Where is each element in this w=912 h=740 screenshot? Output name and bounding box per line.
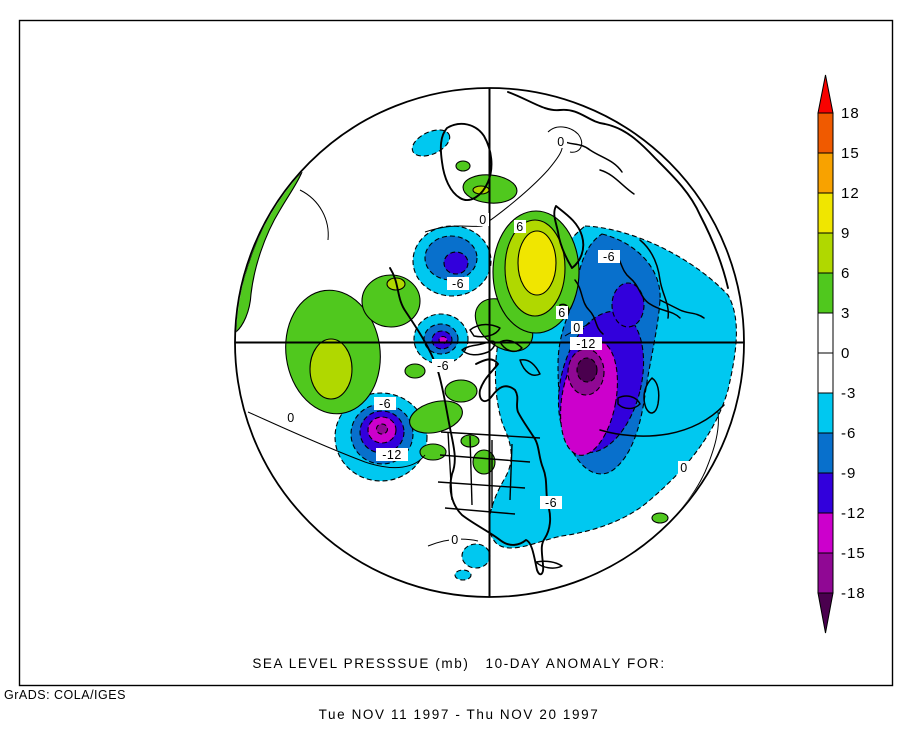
- colorbar-segment: [817, 312, 834, 354]
- svg-text:-12: -12: [576, 337, 596, 351]
- plot-title-line1: SEA LEVEL PRESSSUE (mb) 10-DAY ANOMALY F…: [252, 656, 666, 671]
- colorbar-tick: 9: [841, 225, 850, 242]
- colorbar-tick: 3: [841, 305, 850, 322]
- colorbar-segment: [817, 272, 834, 314]
- negative-anomaly-pole: [413, 313, 469, 365]
- colorbar-segment: [817, 472, 834, 514]
- svg-text:-6: -6: [379, 397, 391, 411]
- contour-label: -6: [598, 250, 620, 264]
- colorbar-segment: [817, 232, 834, 274]
- contour-label: 0: [477, 213, 489, 227]
- colorbar-tick: -3: [841, 385, 856, 402]
- colorbar: 18 15 12 9 6 3 0 -3 -6 -9 -12 -15 -18: [817, 74, 866, 634]
- svg-text:0: 0: [287, 411, 294, 425]
- colorbar-tick: -18: [841, 585, 866, 602]
- contour-labels: -6 -6 -6 -12 -6 -6 -12 6: [285, 135, 690, 547]
- colorbar-segment: [817, 432, 834, 474]
- colorbar-tick: -6: [841, 425, 856, 442]
- colorbar-tick: 6: [841, 265, 850, 282]
- svg-text:-6: -6: [545, 496, 557, 510]
- contour-label: 0: [285, 411, 297, 425]
- colorbar-tick: -12: [841, 505, 866, 522]
- colorbar-tick: 18: [841, 105, 860, 122]
- colorbar-segment: [817, 152, 834, 194]
- coastlines: [389, 91, 729, 576]
- map-rim-circle: [234, 87, 745, 598]
- polar-map: -6 -6 -6 -12 -6 -6 -12 6: [234, 87, 745, 598]
- colorbar-segment: [817, 192, 834, 234]
- colorbar-segment: [817, 392, 834, 434]
- colorbar-segment: [817, 512, 834, 554]
- positive-anomaly-pacific: [285, 274, 421, 415]
- grads-credit: GrADS: COLA/IGES: [4, 688, 126, 702]
- svg-text:0: 0: [573, 321, 580, 335]
- svg-text:-6: -6: [452, 277, 464, 291]
- svg-text:0: 0: [557, 135, 564, 149]
- contour-label: -12: [376, 448, 408, 462]
- contour-label: -6: [374, 397, 396, 411]
- colorbar-tick: -15: [841, 545, 866, 562]
- colorbar-arrow-down: [817, 592, 834, 634]
- svg-text:0: 0: [680, 461, 687, 475]
- contour-label: 0: [571, 321, 583, 335]
- svg-text:6: 6: [516, 220, 523, 234]
- contour-label: -12: [570, 337, 602, 351]
- svg-text:0: 0: [451, 533, 458, 547]
- contour-label: -6: [432, 359, 454, 373]
- svg-text:6: 6: [558, 306, 565, 320]
- colorbar-segment: [817, 552, 834, 594]
- svg-text:-6: -6: [437, 359, 449, 373]
- colorbar-tick: -9: [841, 465, 856, 482]
- colorbar-segment: [817, 112, 834, 154]
- contour-label: -6: [540, 496, 562, 510]
- contour-label: 6: [556, 306, 568, 320]
- contour-label: 0: [555, 135, 567, 149]
- negative-anomaly-arctic: [412, 225, 492, 297]
- svg-text:-6: -6: [603, 250, 615, 264]
- us-state-lines: [437, 431, 541, 515]
- colorbar-tick: 15: [841, 145, 860, 162]
- contour-label: -6: [447, 277, 469, 291]
- colorbar-segment: [817, 352, 834, 394]
- plot-title-line2: Tue NOV 11 1997 - Thu NOV 20 1997: [318, 707, 600, 722]
- plot-frame: [18, 19, 894, 687]
- svg-text:0: 0: [479, 213, 486, 227]
- colorbar-tick: 12: [841, 185, 860, 202]
- plot-title: SEA LEVEL PRESSSUE (mb) 10-DAY ANOMALY F…: [252, 621, 665, 740]
- contour-label: 0: [449, 533, 461, 547]
- colorbar-tick: 0: [841, 345, 850, 362]
- svg-text:-12: -12: [382, 448, 402, 462]
- contour-label: 0: [678, 461, 690, 475]
- slp-anomaly-plot: -6 -6 -6 -12 -6 -6 -12 6: [18, 19, 894, 687]
- colorbar-arrow-up: [817, 74, 834, 114]
- contour-label: 6: [514, 220, 526, 234]
